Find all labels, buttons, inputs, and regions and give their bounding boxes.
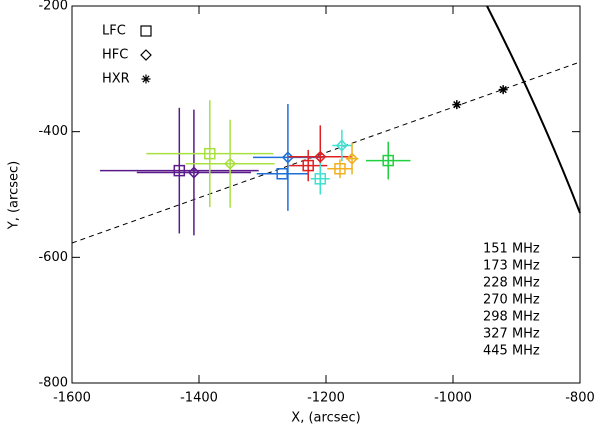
y-tick-label: -200 <box>38 0 68 14</box>
asterisk-marker <box>452 100 462 110</box>
diamond-marker <box>187 166 200 179</box>
legend-label: HXR <box>102 72 130 87</box>
x-tick-label: -1600 <box>53 391 91 406</box>
y-tick-label: -800 <box>38 376 68 391</box>
x-axis-label: X, (arcsec) <box>291 411 360 426</box>
series-label: 228 MHz <box>483 276 540 291</box>
diamond-marker <box>314 150 327 163</box>
diamond-marker <box>335 139 348 152</box>
diamond-marker <box>281 151 294 164</box>
asterisk-marker <box>141 74 151 84</box>
series-label: 298 MHz <box>483 310 540 325</box>
y-axis-label: Y, (arcsec) <box>7 161 22 230</box>
series-label: 445 MHz <box>483 344 540 359</box>
series-label: 173 MHz <box>483 259 540 274</box>
square-marker <box>334 162 346 175</box>
series-label: 270 MHz <box>483 293 540 308</box>
diamond-marker <box>140 49 152 61</box>
x-tick-label: -800 <box>565 391 595 406</box>
asterisk-marker <box>498 85 508 95</box>
solar-limb <box>486 5 581 214</box>
square-marker <box>382 154 394 167</box>
square-marker <box>302 159 314 172</box>
diamond-marker <box>345 152 359 165</box>
series-label: 151 MHz <box>483 242 540 257</box>
series-label: 327 MHz <box>483 327 540 342</box>
y-tick-label: -400 <box>38 124 68 139</box>
x-tick-label: -1400 <box>180 391 218 406</box>
legend-label: LFC <box>102 24 126 39</box>
x-tick-label: -1200 <box>307 391 345 406</box>
square-marker <box>140 25 152 37</box>
square-marker <box>173 164 186 177</box>
square-marker <box>314 173 327 185</box>
square-marker <box>204 147 216 160</box>
x-tick-label: -1000 <box>434 391 472 406</box>
legend-label: HFC <box>102 48 128 63</box>
diamond-marker <box>224 157 237 170</box>
y-tick-label: -600 <box>38 250 68 265</box>
